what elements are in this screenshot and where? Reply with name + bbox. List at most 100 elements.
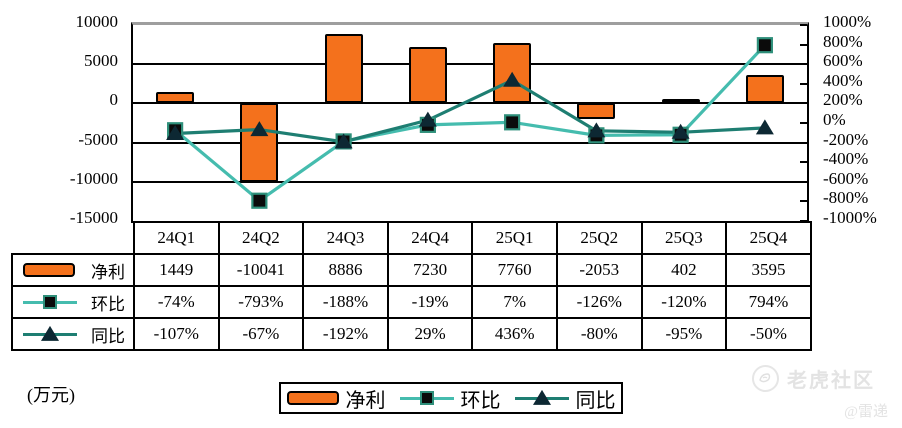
grid-line (133, 63, 807, 66)
grid-line (133, 141, 807, 144)
watermark-author: @雷递 (844, 404, 888, 420)
table-cell: -793% (217, 285, 305, 319)
right-axis-tick-mark (800, 82, 807, 85)
table-header-cell: 25Q2 (555, 221, 643, 255)
table-header-cell: 24Q1 (133, 221, 220, 255)
line-square-swatch-icon (399, 389, 454, 407)
left-axis-tick-label: 10000 (75, 12, 119, 31)
table-cell: -50% (725, 317, 812, 351)
right-axis-tick-mark (800, 141, 807, 144)
table-cell: -126% (555, 285, 643, 319)
series-name: 同比 (91, 326, 125, 346)
table-cell: -188% (302, 285, 389, 319)
legend-item: 净利 (286, 384, 386, 413)
bar-swatch-icon (23, 263, 75, 277)
axis-unit-label: (万元) (27, 385, 75, 405)
triangle-marker (755, 119, 774, 135)
right-axis-tick-label: 0% (823, 110, 846, 129)
right-axis-tick-mark (800, 24, 807, 26)
right-axis-tick-label: -400% (823, 149, 869, 169)
triangle-marker (166, 124, 185, 140)
table-cell: 1449 (133, 253, 220, 287)
bar (324, 33, 363, 104)
grid-line (133, 102, 807, 105)
table-cell: 3595 (725, 253, 812, 287)
table-header-cell: 24Q2 (217, 221, 305, 255)
table-cell: 794% (725, 285, 812, 319)
table-cell: 436% (471, 317, 558, 351)
right-axis-tick-mark (800, 102, 807, 105)
bar (408, 46, 447, 104)
table-cell: -120% (640, 285, 728, 319)
triangle-marker (587, 122, 606, 138)
table-cell: -107% (133, 317, 220, 351)
plot-area (131, 22, 809, 223)
right-axis-tick-mark (800, 200, 807, 203)
watermark: 老虎社区 @雷递 (752, 364, 894, 421)
bar (745, 75, 784, 104)
table-header-cell: 25Q1 (471, 221, 558, 255)
table-cell: 7% (471, 285, 558, 319)
left-axis-tick-label: 5000 (84, 51, 118, 71)
chart-legend: 净利 环比 同比 (279, 382, 623, 414)
square-marker (756, 37, 773, 54)
line-triangle-swatch-icon (23, 325, 77, 343)
table-row-label: 净利 (11, 253, 135, 287)
square-marker (251, 192, 268, 209)
left-axis-tick-label: -10000 (69, 168, 118, 188)
right-axis-tick-label: 1000% (823, 12, 872, 31)
data-table: 24Q1 24Q2 24Q3 24Q4 25Q1 25Q2 25Q3 25Q4 净利 1449 -1… (11, 221, 812, 351)
right-axis-tick-mark (800, 220, 807, 222)
table-row-label: 环比 (11, 285, 135, 319)
triangle-marker (671, 123, 690, 139)
right-axis-tick-label: -600% (823, 168, 869, 188)
bar-swatch-icon (286, 391, 339, 405)
table-row: 同比 -107% -67% -192% 29% 436% -80% -95% -50% (11, 317, 812, 351)
table-header-cell: 25Q4 (725, 221, 812, 255)
right-axis-tick-label: -200% (823, 129, 869, 149)
series-name: 净利 (91, 262, 125, 282)
triangle-marker (250, 121, 269, 137)
left-axis-tick-label: -15000 (69, 208, 118, 227)
table-cell: 7230 (386, 253, 474, 287)
watermark-brand: 老虎社区 (787, 370, 875, 392)
right-axis-tick-mark (800, 122, 807, 124)
yoy-line (175, 78, 765, 144)
right-axis-tick-label: 800% (823, 31, 863, 51)
bar (156, 92, 195, 104)
left-axis-tick-label: 0 (109, 90, 119, 110)
table-cell: -67% (217, 317, 305, 351)
tiger-logo-icon (752, 365, 779, 392)
legend-item: 环比 (399, 384, 501, 413)
left-axis-tick-label: -5000 (78, 129, 118, 149)
table-row: 环比 -74% -793% -188% -19% 7% -126% -120% 794% (11, 285, 812, 319)
bar (577, 103, 616, 120)
table-cell: -192% (302, 317, 389, 351)
legend-label: 同比 (575, 389, 616, 412)
square-marker (504, 114, 521, 131)
triangle-marker (503, 71, 522, 87)
table-header-cell: 24Q4 (386, 221, 474, 255)
table-header-cell: 24Q3 (302, 221, 389, 255)
legend-item: 同比 (514, 384, 616, 413)
right-axis-tick-label: -1000% (823, 208, 877, 227)
right-axis-tick-label: 600% (823, 51, 863, 71)
line-series (166, 37, 774, 209)
series-name: 环比 (91, 294, 125, 314)
table-cell: -80% (555, 317, 643, 351)
right-axis-tick-label: 400% (823, 70, 863, 90)
table-cell: 402 (640, 253, 728, 287)
bar (240, 103, 279, 183)
right-axis-tick-mark (800, 43, 807, 46)
table-cell: -10041 (217, 253, 305, 287)
grid-line (133, 180, 807, 183)
line-triangle-swatch-icon (514, 389, 569, 407)
right-axis-tick-mark (800, 161, 807, 164)
table-row: 净利 1449 -10041 8886 7230 7760 -2053 402 3595 (11, 253, 812, 287)
line-square-swatch-icon (23, 293, 77, 311)
table-cell: -95% (640, 317, 728, 351)
table-corner-blank (12, 222, 134, 254)
right-axis-tick-mark (800, 63, 807, 66)
legend-label: 环比 (460, 389, 501, 412)
